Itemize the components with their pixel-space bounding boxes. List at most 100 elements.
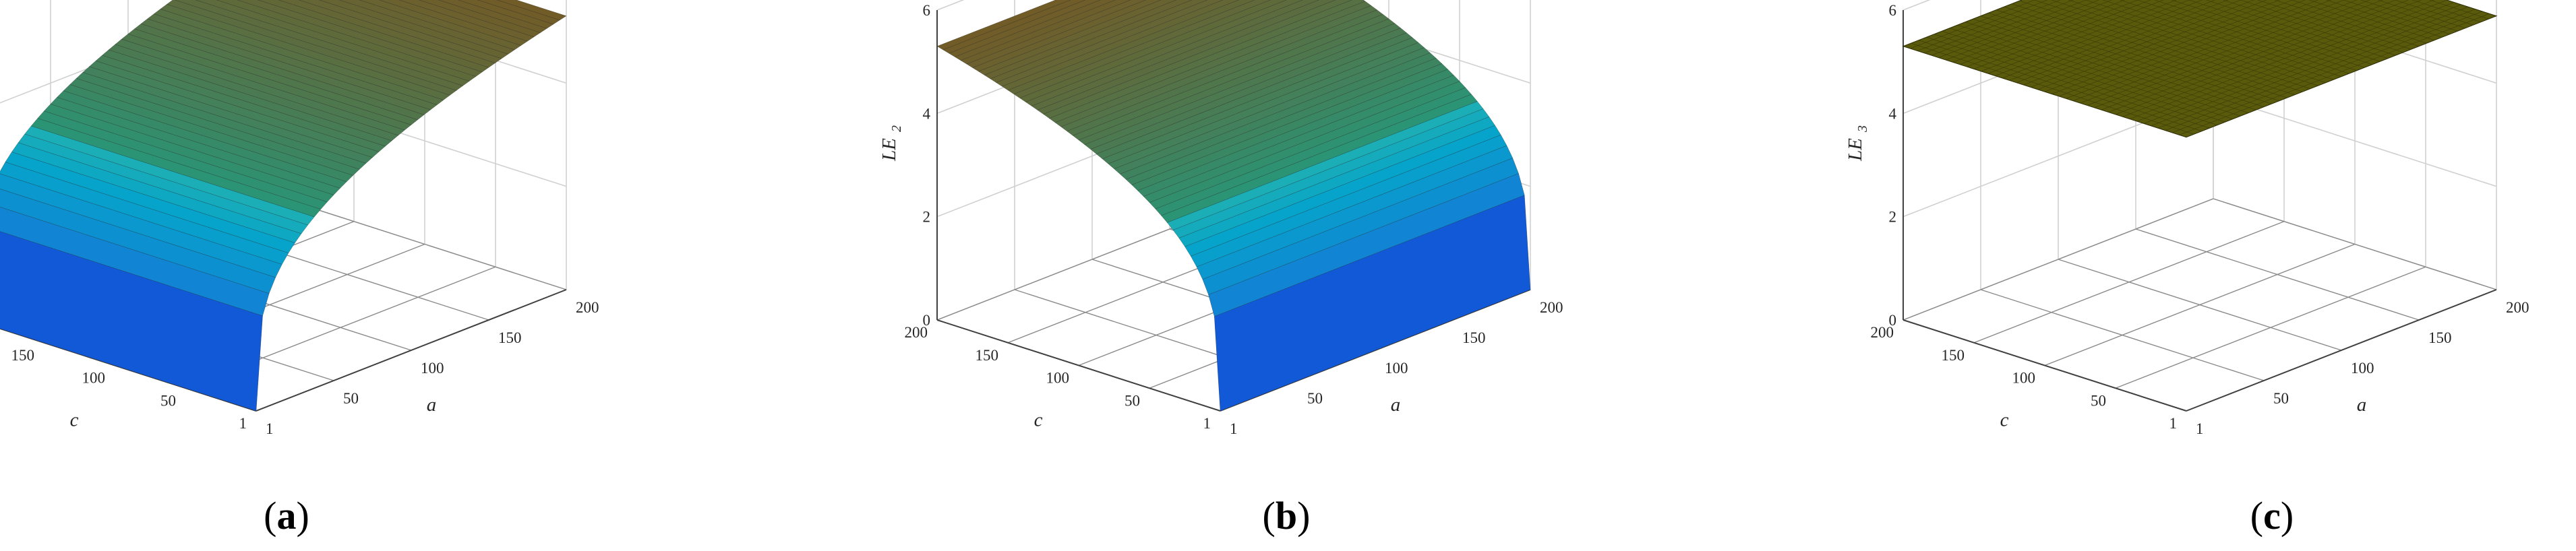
z-axis-title-subscript: 2 [889,125,904,132]
surface-strip [990,0,1208,83]
surface-strip [298,0,502,63]
y-tick-label: 200 [905,324,928,341]
caption-paren: ) [1297,494,1310,538]
surface-strip [216,0,477,82]
surface-face [327,195,334,383]
surface-strip [477,0,560,25]
surface-mesh-line [2002,0,2203,79]
surface-face [347,175,353,375]
surface-face [418,115,425,348]
y-tick-label: 50 [1125,392,1140,409]
z-tick-label: 4 [1889,105,1897,122]
y-axis-title: c [70,410,79,431]
surface-face [289,243,295,399]
surface-mesh-line [2136,0,2358,71]
surface-mesh-line [1995,0,2190,76]
y-tick-label: 100 [2012,370,2036,387]
surface-mesh-line [2030,0,2254,88]
z-tick-label: 2 [923,209,931,226]
y-tick-label: 100 [82,370,106,387]
surface-face [496,59,502,317]
back-grid-line [2213,94,2497,187]
surface-strip [258,0,489,73]
surface-mesh-line [2256,0,2412,50]
surface-face [502,54,508,315]
caption-letter: a [277,494,297,538]
x-tick-label: 1 [266,420,274,437]
floor-grid-line [2044,243,2356,366]
x-tick-label: 150 [1462,329,1486,346]
surface-face [476,72,483,325]
surface-face [301,225,308,393]
y-tick-label: 100 [1046,370,1070,387]
surface-mesh-line [2428,0,2489,20]
surface-face [398,130,405,355]
surface-strip [966,0,1146,68]
surface-mesh-line [1910,0,2035,49]
surface-mesh-line [2023,0,2242,86]
z-axis-title-text: LE [878,138,900,162]
floor-grid-line [282,198,567,290]
z-tick-label: 0 [1889,312,1897,329]
surface-face [411,120,418,350]
surface-mesh-line [2205,0,2389,59]
surface-strip [0,231,263,412]
surface-face [314,209,321,389]
surface-strip [278,0,496,68]
surface-strip [971,0,1162,72]
y-axis-title: c [1034,410,1043,431]
x-tick-label: 1 [2196,420,2204,437]
surface-mesh-line [1938,0,2087,58]
surface-strip [166,0,457,96]
surface-face [392,135,398,358]
y-axis-title: c [2000,410,2009,431]
x-tick-label: 200 [576,299,599,316]
surface-mesh-line [1987,0,2177,74]
x-tick-label: 50 [2273,390,2289,407]
surface-face [366,158,373,368]
surface-face [359,163,366,370]
panel-caption: (a) [264,494,309,538]
surface-mesh-line [2153,0,2365,68]
surface-strip [0,189,276,294]
surface-face [282,253,289,401]
chart-panel-a: 1501001502001501001502000246acLE1(a) [0,0,599,538]
surface-mesh-line [1959,0,2126,65]
x-axis-title: a [427,394,437,416]
surface-strip [237,0,483,77]
panel-caption: (b) [1263,494,1311,538]
surface-face [431,105,438,343]
surface-strip [1031,0,1319,110]
surface-strip [948,0,1101,57]
x-tick-label: 1 [1230,420,1238,437]
surface-strip [1007,0,1255,94]
surface-face [521,41,528,307]
surface-mesh-line [1973,0,2151,69]
surface-mesh-line [1945,0,2100,61]
surface-face [528,37,535,305]
surface-strip [936,0,1071,51]
surface-face [405,125,411,352]
surface-mesh-line [2044,0,2280,92]
surface-strip [458,0,554,29]
surface-mesh-line [1981,0,2164,72]
surface-mesh-line [1952,0,2113,63]
surface-mesh-line [1917,0,2048,51]
x-tick-label: 100 [2351,360,2374,377]
z-tick-label: 6 [923,2,931,19]
surface-strip [1013,0,1271,98]
surface-face [560,16,566,292]
surface-strip [1048,0,1366,123]
surface-face [353,169,360,372]
surface-strip [960,0,1131,65]
z-axis-title: LE 2 [878,125,904,162]
z-tick-label: 6 [1889,2,1897,19]
y-tick-label: 1 [239,415,247,432]
floor-grid-line [1973,221,2285,344]
floor-grid-line [1903,198,2214,321]
y-tick-label: 150 [11,347,35,364]
x-axis-title: a [1391,394,1401,416]
surface-strip [0,207,270,317]
x-tick-label: 200 [1540,299,1563,316]
